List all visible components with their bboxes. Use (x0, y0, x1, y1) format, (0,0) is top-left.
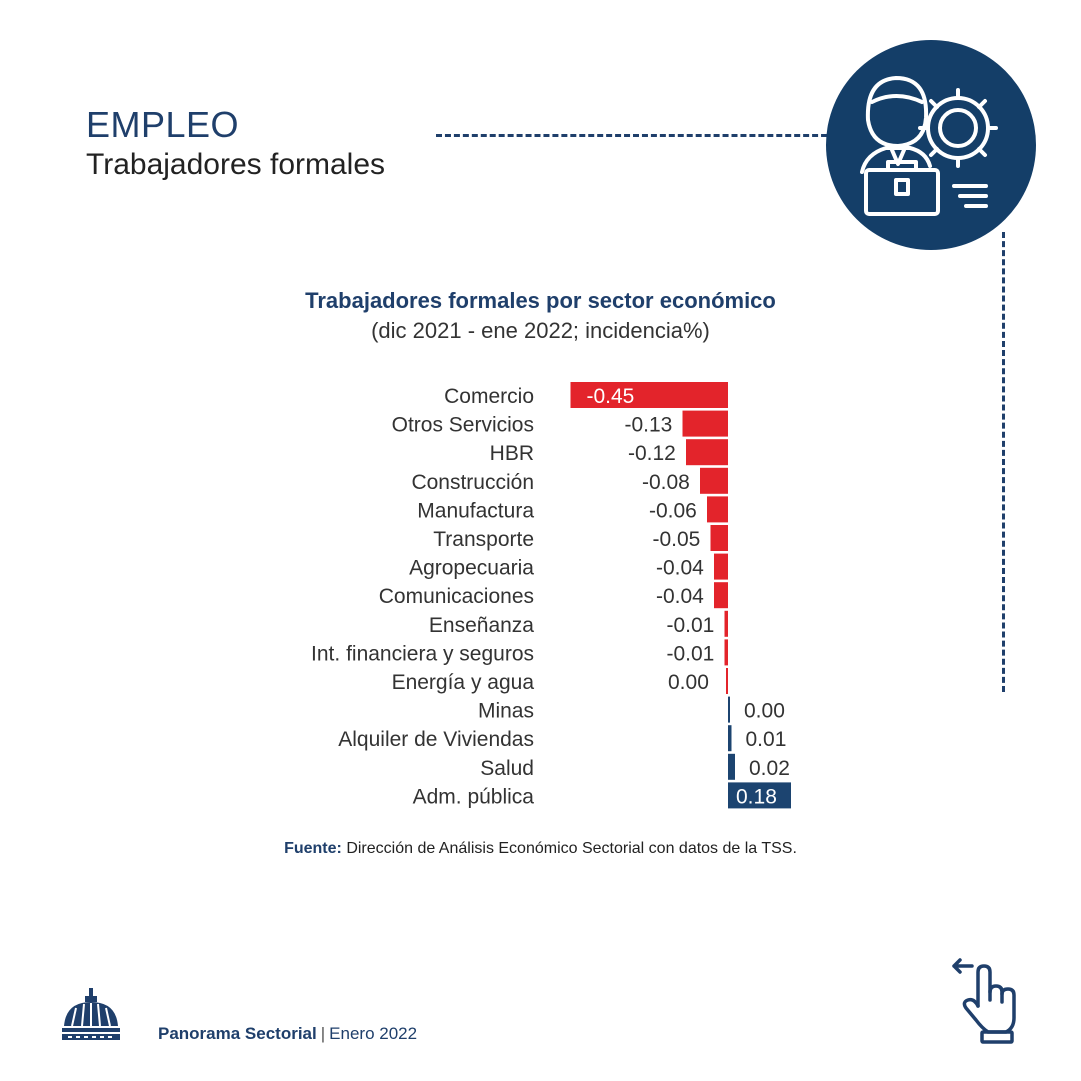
bar-chart: Comercio -0.45 Otros Servicios -0.13 HBR -0.1… (311, 382, 791, 809)
data-label: 0.18 (736, 785, 777, 808)
footer-brand: Panorama Sectorial (158, 1024, 317, 1043)
source-label: Fuente: (284, 840, 342, 857)
chart-subtitle: (dic 2021 - ene 2022; incidencia%) (371, 318, 710, 343)
section-title: EMPLEO (86, 104, 240, 145)
dashed-connector-vertical (1002, 232, 1005, 692)
category-label: Int. financiera y seguros (311, 642, 534, 665)
bar (728, 782, 791, 809)
swipe-left-hand-icon[interactable] (948, 956, 1024, 1046)
category-label: Comunicaciones (379, 585, 534, 608)
bar (714, 553, 728, 580)
category-label: HBR (490, 442, 534, 465)
category-label: Manufactura (417, 499, 534, 522)
source-note: Fuente: Dirección de Análisis Económico … (0, 840, 1081, 858)
bar (728, 696, 730, 723)
dashed-connector-horizontal (436, 134, 836, 137)
data-label: -0.04 (656, 585, 704, 608)
data-label: -0.01 (667, 642, 715, 665)
category-label: Enseñanza (429, 614, 534, 637)
data-label: -0.01 (667, 614, 715, 637)
bar (682, 410, 728, 437)
data-label: -0.06 (649, 499, 697, 522)
category-label: Otros Servicios (392, 414, 534, 437)
bar (724, 639, 728, 666)
data-label: -0.45 (587, 385, 635, 408)
data-label: 0.02 (749, 757, 790, 780)
category-label: Minas (478, 700, 534, 723)
bar (700, 467, 728, 494)
category-label: Comercio (444, 385, 534, 408)
data-label: 0.00 (744, 700, 785, 723)
data-label: 0.00 (668, 671, 709, 694)
chart-title: Trabajadores formales por sector económi… (305, 288, 776, 313)
bar (728, 753, 735, 780)
data-label: -0.12 (628, 442, 676, 465)
bar (724, 610, 728, 637)
bar (686, 439, 728, 466)
bar (707, 496, 728, 523)
footer-date: Enero 2022 (329, 1024, 418, 1043)
data-label: -0.13 (625, 414, 673, 437)
data-label: 0.01 (746, 728, 787, 751)
category-label: Energía y agua (392, 671, 535, 694)
category-label: Salud (480, 757, 534, 780)
data-label: -0.05 (653, 528, 701, 551)
source-text: Dirección de Análisis Económico Sectoria… (346, 840, 797, 857)
bar (728, 725, 732, 752)
category-label: Adm. pública (413, 785, 535, 808)
category-label: Alquiler de Viviendas (338, 728, 534, 751)
bar (714, 582, 728, 609)
bar (726, 668, 728, 694)
data-label: -0.08 (642, 471, 690, 494)
government-dome-icon (62, 988, 120, 1040)
bar (710, 525, 728, 551)
bar (570, 382, 728, 408)
category-label: Transporte (433, 528, 534, 551)
worker-gear-briefcase-icon (826, 40, 1036, 250)
footer: Panorama Sectorial | Enero 2022 (158, 1024, 417, 1044)
category-label: Agropecuaria (409, 557, 534, 580)
data-label: -0.04 (656, 557, 704, 580)
section-subtitle: Trabajadores formales (86, 148, 386, 181)
footer-separator: | (320, 1024, 326, 1043)
category-label: Construcción (411, 471, 534, 494)
